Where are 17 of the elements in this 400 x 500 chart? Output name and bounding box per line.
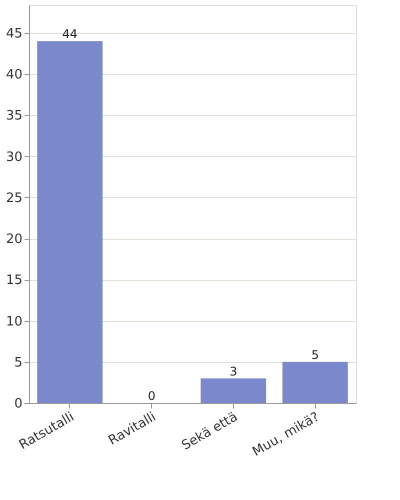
- y-tick-label: 5: [14, 355, 22, 370]
- y-tick-label: 25: [6, 190, 22, 206]
- data-label: 44: [62, 27, 78, 42]
- y-tick-label: 10: [6, 314, 22, 330]
- y-tick-label: 30: [6, 150, 22, 165]
- y-tick-label: 0: [14, 396, 22, 412]
- bar: [200, 378, 266, 403]
- y-tick-label: 40: [6, 68, 22, 83]
- y-tick-label: 35: [6, 108, 22, 124]
- data-label: 0: [148, 389, 156, 403]
- bar: [37, 41, 103, 403]
- bar: [282, 362, 348, 403]
- y-tick-label: 45: [6, 26, 22, 42]
- y-tick-label: 15: [6, 273, 22, 288]
- data-label: 3: [230, 364, 238, 378]
- data-label: 5: [311, 348, 319, 362]
- y-tick-label: 20: [6, 232, 22, 248]
